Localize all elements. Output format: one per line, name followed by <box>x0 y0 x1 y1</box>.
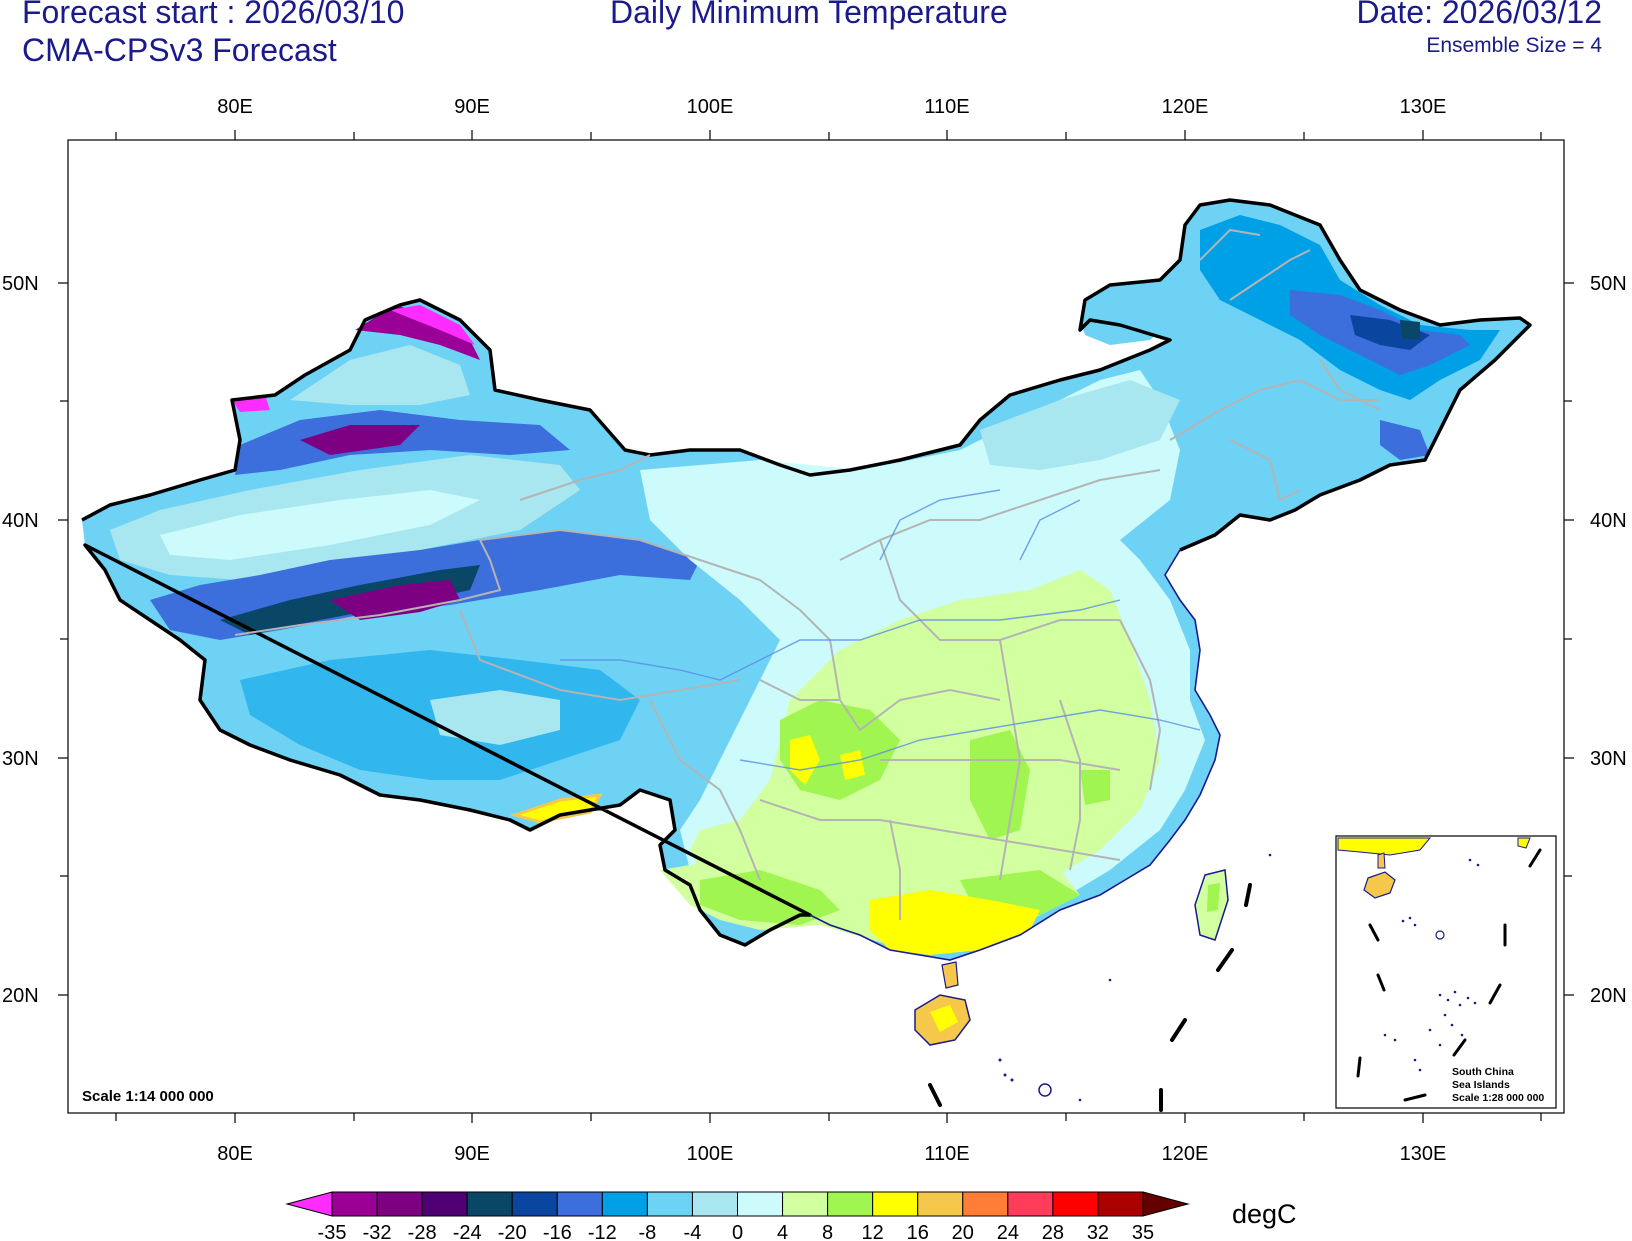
colorbar-tick-label: -20 <box>498 1222 527 1241</box>
province-borders <box>234 228 1381 920</box>
colorbar-tick-label: 4 <box>777 1222 788 1241</box>
colorbar-tick-label: -35 <box>318 1222 347 1241</box>
colorbar-swatch <box>285 1191 333 1217</box>
lon-label-top: 130E <box>1400 96 1447 118</box>
lon-label-top: 80E <box>217 96 253 118</box>
lon-label-top: 100E <box>687 96 734 118</box>
colorbar-tick-label: -16 <box>543 1222 572 1241</box>
colorbar-swatch <box>872 1191 919 1217</box>
colorbar-swatch <box>1142 1191 1190 1217</box>
colorbar-tick-label: 20 <box>952 1222 974 1241</box>
lat-label-left: 30N <box>2 748 39 770</box>
islands <box>998 853 1272 1102</box>
inset-label-line: Scale 1:28 000 000 <box>1452 1092 1544 1104</box>
colorbar-swatch <box>1097 1191 1144 1217</box>
colorbar-swatch <box>601 1191 648 1217</box>
colorbar-tick-label: 24 <box>997 1222 1019 1241</box>
coastline <box>809 549 1221 961</box>
lat-label-right: 30N <box>1590 748 1627 770</box>
national-border <box>81 198 1532 947</box>
ensemble-size-label: Ensemble Size = 4 <box>1426 34 1602 57</box>
colorbar-tick-label: 0 <box>732 1222 743 1241</box>
map-scale-label: Scale 1:14 000 000 <box>82 1088 214 1105</box>
lon-label-top: 90E <box>454 96 490 118</box>
colorbar-tick-label: -32 <box>363 1222 392 1241</box>
colorbar-swatch <box>511 1191 558 1217</box>
colorbar <box>285 1191 1190 1217</box>
colorbar-swatch <box>1052 1191 1099 1217</box>
forecast-start-label: Forecast start : 2026/03/10 <box>22 0 405 30</box>
nine-dash-line <box>928 883 1252 1112</box>
colorbar-swatch <box>691 1191 739 1217</box>
colorbar-tick-label: 16 <box>907 1222 929 1241</box>
colorbar-tick-label: -12 <box>588 1222 617 1241</box>
colorbar-tick-labels: -35 -32 -28 -24 -20 -16 -12 -8 -4 0 4 8 12 16 20 24 28 32… <box>318 1222 1155 1241</box>
valid-date-label: Date: 2026/03/12 <box>1356 0 1602 30</box>
colorbar-swatch <box>782 1191 829 1217</box>
colorbar-tick-label: 28 <box>1042 1222 1064 1241</box>
map-title: Daily Minimum Temperature <box>610 0 1008 30</box>
lon-label-bottom: 110E <box>924 1143 969 1165</box>
model-name-label: CMA-CPSv3 Forecast <box>22 32 337 68</box>
colorbar-tick-label: 35 <box>1132 1222 1154 1241</box>
lon-label-bottom: 120E <box>1162 1143 1209 1165</box>
inset-label-line: South China <box>1452 1066 1514 1078</box>
scs-inset <box>1335 835 1557 1109</box>
lon-label-top: 120E <box>1162 96 1209 118</box>
inset-label-line: Sea Islands <box>1452 1079 1510 1091</box>
colorbar-tick-label: 8 <box>822 1222 833 1241</box>
colorbar-swatch <box>421 1191 468 1217</box>
colorbar-tick-label: 32 <box>1087 1222 1109 1241</box>
colorbar-swatch <box>737 1191 784 1217</box>
colorbar-tick-label: 12 <box>862 1222 884 1241</box>
lat-label-right: 20N <box>1590 985 1627 1007</box>
lon-label-top: 110E <box>924 96 969 118</box>
lat-label-left: 20N <box>2 985 39 1007</box>
lon-label-bottom: 100E <box>687 1143 734 1165</box>
colorbar-swatch <box>331 1191 378 1217</box>
lat-label-right: 40N <box>1590 510 1627 532</box>
colorbar-tick-label: -8 <box>638 1222 656 1241</box>
colorbar-swatch <box>1007 1191 1054 1217</box>
colorbar-unit-label: degC <box>1232 1199 1297 1229</box>
colorbar-tick-label: -24 <box>453 1222 482 1241</box>
lon-label-bottom: 80E <box>217 1143 253 1165</box>
lon-label-bottom: 90E <box>454 1143 490 1165</box>
rivers <box>560 489 1201 771</box>
colorbar-swatch <box>556 1191 603 1217</box>
lat-label-left: 40N <box>2 510 39 532</box>
colorbar-swatch <box>962 1191 1009 1217</box>
lat-label-right: 50N <box>1590 273 1627 295</box>
colorbar-swatch <box>917 1191 964 1217</box>
lat-label-left: 50N <box>2 273 39 295</box>
colorbar-swatch <box>376 1191 423 1217</box>
lon-label-bottom: 130E <box>1400 1143 1447 1165</box>
temperature-zones <box>110 215 1500 1046</box>
colorbar-tick-label: -28 <box>408 1222 437 1241</box>
colorbar-swatch <box>466 1191 513 1217</box>
colorbar-tick-label: -4 <box>684 1222 702 1241</box>
colorbar-swatch <box>646 1191 693 1217</box>
axis-ticks <box>58 130 1574 1123</box>
colorbar-swatch <box>827 1191 874 1217</box>
